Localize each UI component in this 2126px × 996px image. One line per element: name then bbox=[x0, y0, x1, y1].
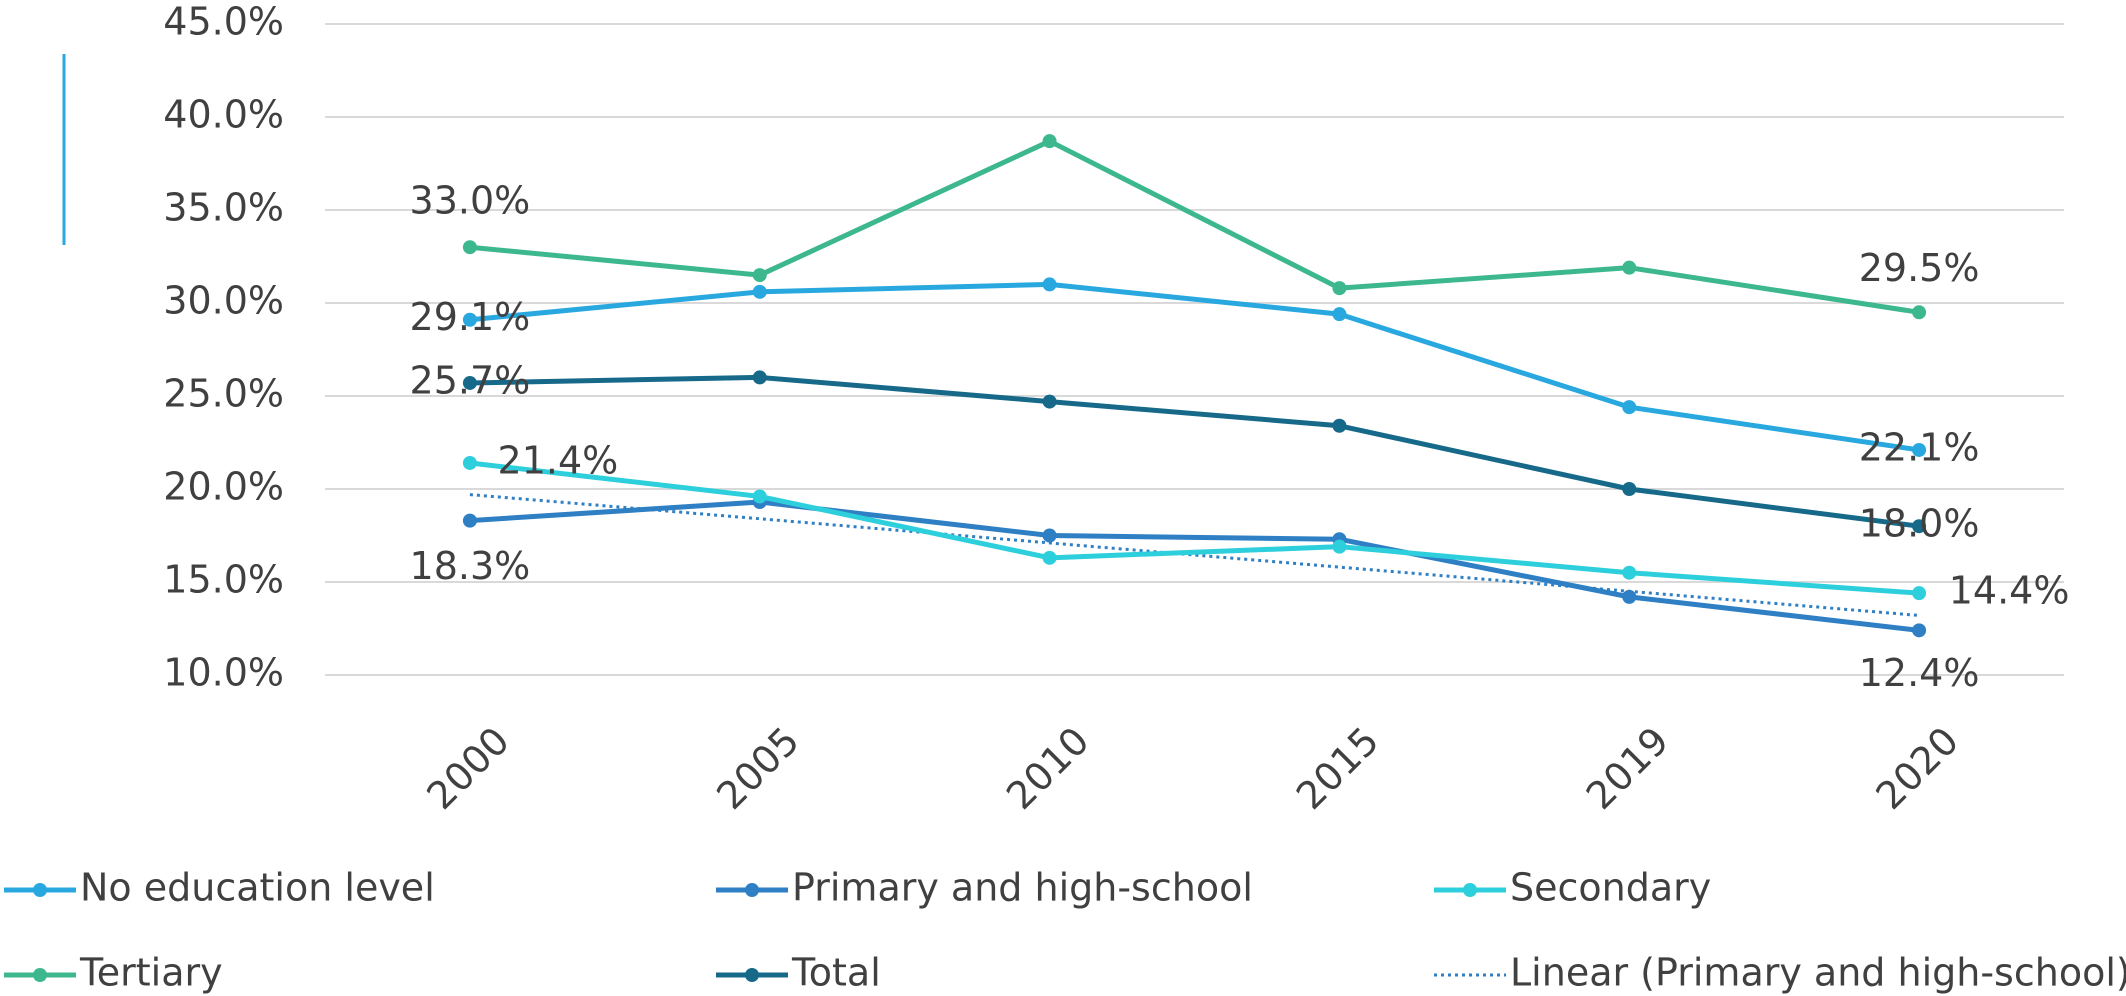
point bbox=[462, 513, 477, 528]
legend-marker bbox=[1463, 883, 1477, 897]
y-tick-label: 35.0% bbox=[163, 186, 284, 230]
x-tick-label: 2015 bbox=[1288, 718, 1388, 818]
point bbox=[1912, 442, 1927, 457]
y-tick-label: 20.0% bbox=[163, 465, 284, 509]
series-line bbox=[469, 460, 1920, 596]
series-line bbox=[469, 374, 1920, 529]
point bbox=[1622, 589, 1637, 604]
y-tick-label: 15.0% bbox=[163, 558, 284, 602]
series-line bbox=[469, 138, 1920, 315]
data-label: 29.5% bbox=[1859, 246, 1980, 290]
y-tick-label: 45.0% bbox=[163, 0, 284, 44]
data-label: 14.4% bbox=[1949, 569, 2070, 613]
point bbox=[462, 455, 477, 470]
point bbox=[752, 284, 767, 299]
point bbox=[1042, 528, 1057, 543]
point bbox=[752, 370, 767, 385]
legend-marker bbox=[745, 968, 759, 982]
legend-label: Secondary bbox=[1510, 866, 1711, 910]
point bbox=[1332, 307, 1347, 322]
y-tick-label: 25.0% bbox=[163, 372, 284, 416]
legend-label: Primary and high-school bbox=[792, 866, 1253, 910]
y-tick-label: 10.0% bbox=[163, 651, 284, 695]
series-line bbox=[469, 499, 1920, 633]
point bbox=[462, 312, 477, 327]
point bbox=[1622, 260, 1637, 275]
point bbox=[1042, 277, 1057, 292]
x-tick-label: 2020 bbox=[1868, 718, 1968, 818]
point bbox=[1042, 134, 1057, 149]
series-line bbox=[469, 281, 1920, 453]
point bbox=[1332, 281, 1347, 296]
x-tick-label: 2000 bbox=[418, 718, 518, 818]
point bbox=[462, 375, 477, 390]
x-tick-label: 2005 bbox=[708, 718, 808, 818]
point bbox=[1332, 539, 1347, 554]
point bbox=[462, 240, 477, 255]
point bbox=[752, 489, 767, 504]
point bbox=[1622, 400, 1637, 415]
data-label: 21.4% bbox=[498, 438, 619, 482]
x-tick-label: 2019 bbox=[1578, 718, 1678, 818]
legend-label: Linear (Primary and high-school) bbox=[1510, 951, 2126, 995]
data-label: 25.7% bbox=[410, 358, 531, 402]
data-label: 18.0% bbox=[1859, 502, 1980, 546]
legend-label: No education level bbox=[80, 866, 435, 910]
point bbox=[1912, 519, 1927, 534]
data-label: 33.0% bbox=[410, 179, 531, 223]
x-tick-label: 2010 bbox=[998, 718, 1098, 818]
legend-marker bbox=[33, 883, 47, 897]
point bbox=[1622, 565, 1637, 580]
data-label: 22.1% bbox=[1859, 425, 1980, 469]
data-label: 18.3% bbox=[410, 544, 531, 588]
point bbox=[1912, 623, 1927, 638]
legend-label: Total bbox=[791, 951, 881, 995]
point bbox=[1622, 482, 1637, 496]
legend-marker bbox=[33, 968, 47, 982]
y-tick-label: 30.0% bbox=[163, 279, 284, 323]
legend-marker bbox=[745, 883, 759, 897]
data-label: 12.4% bbox=[1859, 651, 1980, 695]
point bbox=[1912, 586, 1927, 601]
point bbox=[1912, 305, 1927, 320]
trend-line bbox=[469, 493, 1920, 617]
point bbox=[752, 268, 767, 283]
point bbox=[1332, 418, 1347, 433]
point bbox=[1042, 394, 1057, 409]
point bbox=[1042, 550, 1057, 565]
data-label: 29.1% bbox=[410, 295, 531, 339]
legend-label: Tertiary bbox=[79, 951, 223, 995]
y-tick-label: 40.0% bbox=[163, 93, 284, 137]
